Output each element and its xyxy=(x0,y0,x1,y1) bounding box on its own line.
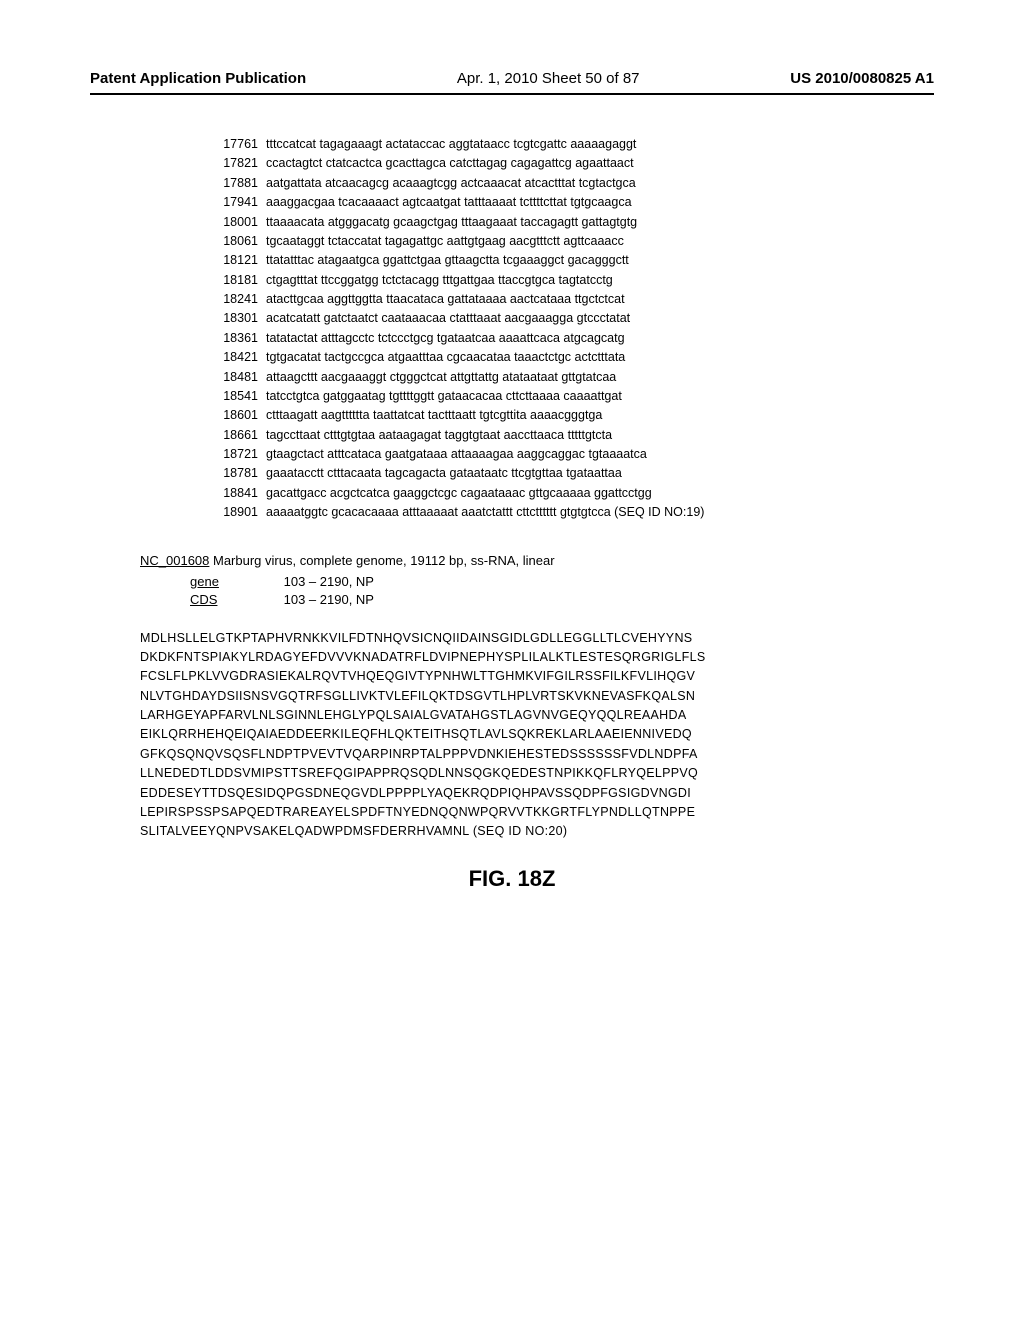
sequence-position: 18121 xyxy=(210,251,258,270)
sequence-line: 18541 tatcctgtca gatggaatag tgttttggtt ga… xyxy=(210,387,934,406)
sequence-text: ctgagtttat ttccggatgg tctctacagg tttgatt… xyxy=(266,273,613,287)
sequence-line: 18361 tatatactat atttagcctc tctccctgcg tg… xyxy=(210,329,934,348)
sequence-text: ctttaagatt aagtttttta taattatcat tacttta… xyxy=(266,408,602,422)
sequence-text: gacattgacc acgctcatca gaaggctcgc cagaata… xyxy=(266,486,652,500)
gene-label[interactable]: gene xyxy=(190,574,230,589)
sequence-line: 18061 tgcaataggt tctaccatat tagagattgc aa… xyxy=(210,232,934,251)
sequence-position: 17941 xyxy=(210,193,258,212)
sequence-text: gaaatacctt ctttacaata tagcagacta gataata… xyxy=(266,466,622,480)
header-date-sheet: Apr. 1, 2010 Sheet 50 of 87 xyxy=(457,70,640,87)
genome-title: NC_001608 Marburg virus, complete genome… xyxy=(140,553,934,568)
sequence-line: 18241 atacttgcaa aggttggtta ttaacataca ga… xyxy=(210,290,934,309)
sequence-position: 18301 xyxy=(210,309,258,328)
sequence-text: tatcctgtca gatggaatag tgttttggtt gataaca… xyxy=(266,389,622,403)
sequence-line: 18841 gacattgacc acgctcatca gaaggctcgc ca… xyxy=(210,484,934,503)
sequence-line: 18421 tgtgacatat tactgccgca atgaatttaa cg… xyxy=(210,348,934,367)
sequence-text: atacttgcaa aggttggtta ttaacataca gattata… xyxy=(266,292,625,306)
header-publication: Patent Application Publication xyxy=(90,70,306,87)
sequence-line: 18781 gaaatacctt ctttacaata tagcagacta ga… xyxy=(210,464,934,483)
sequence-position: 18541 xyxy=(210,387,258,406)
sequence-line: 18601 ctttaagatt aagtttttta taattatcat ta… xyxy=(210,406,934,425)
sequence-position: 18421 xyxy=(210,348,258,367)
protein-line: FCSLFLPKLVVGDRASIEKALRQVTVHQEQGIVTYPNHWL… xyxy=(140,667,934,686)
cds-range: 103 – 2190, NP xyxy=(284,592,374,607)
sequence-position: 18361 xyxy=(210,329,258,348)
sequence-line: 18001 ttaaaacata atgggacatg gcaagctgag tt… xyxy=(210,213,934,232)
protein-line: LEPIRSPSSPSAPQEDTRAREAYELSPDFTNYEDNQQNWP… xyxy=(140,803,934,822)
sequence-position: 17881 xyxy=(210,174,258,193)
sequence-text: ttaaaacata atgggacatg gcaagctgag tttaaga… xyxy=(266,215,637,229)
sequence-text: ttatatttac atagaatgca ggattctgaa gttaagc… xyxy=(266,253,629,267)
sequence-position: 18661 xyxy=(210,426,258,445)
sequence-position: 18781 xyxy=(210,464,258,483)
sequence-line: 17941 aaaggacgaa tcacaaaact agtcaatgat ta… xyxy=(210,193,934,212)
sequence-text: ccactagtct ctatcactca gcacttagca catctta… xyxy=(266,156,634,170)
sequence-text: tgtgacatat tactgccgca atgaatttaa cgcaaca… xyxy=(266,350,625,364)
sequence-line: 18181 ctgagtttat ttccggatgg tctctacagg tt… xyxy=(210,271,934,290)
sequence-line: 18901 aaaaatggtc gcacacaaaa atttaaaaat aa… xyxy=(210,503,934,522)
sequence-line: 17881 aatgattata atcaacagcg acaaagtcgg ac… xyxy=(210,174,934,193)
protein-line: SLITALVEEYQNPVSAKELQADWPDMSFDERRHVAMNL (… xyxy=(140,822,934,841)
sequence-position: 18601 xyxy=(210,406,258,425)
sequence-line: 18481 attaagcttt aacgaaaggt ctgggctcat at… xyxy=(210,368,934,387)
sequence-line: 17761 tttccatcat tagagaaagt actataccac ag… xyxy=(210,135,934,154)
sequence-position: 17761 xyxy=(210,135,258,154)
sequence-text: tatatactat atttagcctc tctccctgcg tgataat… xyxy=(266,331,625,345)
cds-row: CDS 103 – 2190, NP xyxy=(190,592,934,607)
sequence-position: 18181 xyxy=(210,271,258,290)
sequence-text: attaagcttt aacgaaaggt ctgggctcat attgtta… xyxy=(266,370,616,384)
sequence-text: aaaggacgaa tcacaaaact agtcaatgat tatttaa… xyxy=(266,195,632,209)
protein-line: LARHGEYAPFARVLNLSGINNLEHGLYPQLSAIALGVATA… xyxy=(140,706,934,725)
sequence-position: 18001 xyxy=(210,213,258,232)
sequence-position: 18721 xyxy=(210,445,258,464)
protein-line: NLVTGHDAYDSIISNSVGQTRFSGLLIVKTVLEFILQKTD… xyxy=(140,687,934,706)
protein-sequence-block: MDLHSLLELGTKPTAPHVRNKKVILFDTNHQVSICNQIID… xyxy=(140,629,934,842)
sequence-text: aatgattata atcaacagcg acaaagtcgg actcaaa… xyxy=(266,176,636,190)
sequence-text: tagccttaat ctttgtgtaa aataagagat taggtgt… xyxy=(266,428,612,442)
sequence-text: aaaaatggtc gcacacaaaa atttaaaaat aaatcta… xyxy=(266,505,704,519)
protein-line: LLNEDEDTLDDSVMIPSTTSREFQGIPAPPRQSQDLNNSQ… xyxy=(140,764,934,783)
sequence-position: 17821 xyxy=(210,154,258,173)
gene-range: 103 – 2190, NP xyxy=(284,574,374,589)
sequence-position: 18481 xyxy=(210,368,258,387)
sequence-position: 18061 xyxy=(210,232,258,251)
sequence-line: 18301 acatcatatt gatctaatct caataaacaa ct… xyxy=(210,309,934,328)
page-header: Patent Application Publication Apr. 1, 2… xyxy=(90,70,934,95)
sequence-position: 18241 xyxy=(210,290,258,309)
sequence-text: acatcatatt gatctaatct caataaacaa ctattta… xyxy=(266,311,630,325)
sequence-line: 18721 gtaagctact atttcataca gaatgataaa at… xyxy=(210,445,934,464)
page: Patent Application Publication Apr. 1, 2… xyxy=(0,0,1024,1320)
sequence-text: gtaagctact atttcataca gaatgataaa attaaaa… xyxy=(266,447,647,461)
sequence-line: 17821 ccactagtct ctatcactca gcacttagca ca… xyxy=(210,154,934,173)
nucleotide-sequence-block: 17761 tttccatcat tagagaaagt actataccac ag… xyxy=(210,135,934,523)
sequence-text: tgcaataggt tctaccatat tagagattgc aattgtg… xyxy=(266,234,624,248)
protein-line: DKDKFNTSPIAKYLRDAGYEFDVVVKNADATRFLDVIPNE… xyxy=(140,648,934,667)
protein-line: EIKLQRRHEHQEIQAIAEDDEERKILEQFHLQKTEITHSQ… xyxy=(140,725,934,744)
protein-line: EDDESEYTTDSQESIDQPGSDNEQGVDLPPPPLYAQEKRQ… xyxy=(140,784,934,803)
sequence-line: 18121 ttatatttac atagaatgca ggattctgaa gt… xyxy=(210,251,934,270)
sequence-text: tttccatcat tagagaaagt actataccac aggtata… xyxy=(266,137,636,151)
sequence-position: 18901 xyxy=(210,503,258,522)
gene-row: gene 103 – 2190, NP xyxy=(190,574,934,589)
cds-label[interactable]: CDS xyxy=(190,592,230,607)
genome-desc: Marburg virus, complete genome, 19112 bp… xyxy=(209,553,554,568)
protein-line: MDLHSLLELGTKPTAPHVRNKKVILFDTNHQVSICNQIID… xyxy=(140,629,934,648)
sequence-position: 18841 xyxy=(210,484,258,503)
sequence-line: 18661 tagccttaat ctttgtgtaa aataagagat ta… xyxy=(210,426,934,445)
accession-link[interactable]: NC_001608 xyxy=(140,553,209,568)
protein-line: GFKQSQNQVSQSFLNDPTPVEVTVQARPINRPTALPPPVD… xyxy=(140,745,934,764)
figure-label: FIG. 18Z xyxy=(90,866,934,892)
header-docnum: US 2010/0080825 A1 xyxy=(790,70,934,87)
